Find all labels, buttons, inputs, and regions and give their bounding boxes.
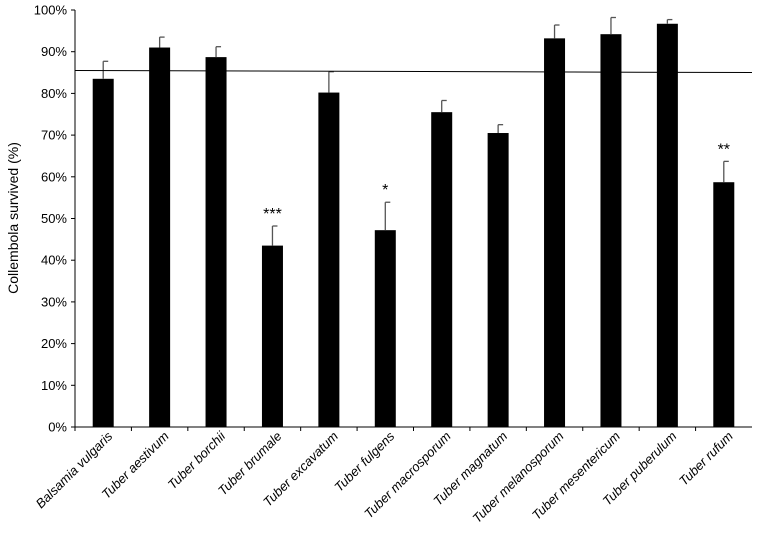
y-axis-label: Collembola survived (%) [5,142,21,294]
bar [487,133,509,427]
y-axis-ticks: 0% 10% 20% 30% 40% 50% 60% 70% 80% 90% 100% [34,3,75,435]
bar [544,38,566,428]
y-tick-label: 50% [41,211,67,226]
reference-line-group [74,69,753,74]
bar [205,57,227,427]
significance-label: *** [263,206,282,223]
significance-label: ** [718,141,730,158]
significance-labels-group: ****** [263,141,730,223]
bar [149,47,171,427]
y-tick-label: 70% [41,128,67,143]
y-tick-label: 30% [41,294,67,309]
bar [713,182,735,427]
y-tick-label: 10% [41,378,67,393]
y-tick-label: 40% [41,253,67,268]
bar [92,78,114,428]
y-tick-label: 90% [41,44,67,59]
y-tick-label: 80% [41,86,67,101]
x-category-label: Tuber rufum [676,428,736,488]
bar [374,230,396,427]
significance-label: * [382,182,388,199]
bars-group [92,23,735,428]
bar [656,23,678,428]
y-tick-label: 100% [34,3,68,18]
bar [261,245,283,427]
bar [431,112,453,427]
error-bars-group [102,16,729,246]
y-tick-label: 20% [41,336,67,351]
reference-line [74,69,753,74]
bar [600,34,622,427]
bar [318,92,340,427]
y-tick-label: 0% [48,420,67,435]
x-category-label: Balsamia vulgaris [33,428,116,511]
y-tick-label: 60% [41,169,67,184]
